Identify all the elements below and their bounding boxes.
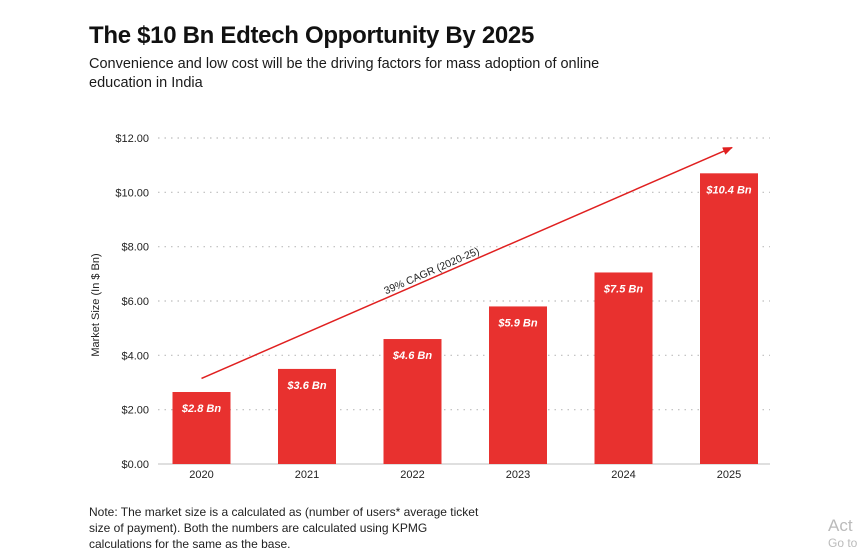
watermark-line-1: Act [828, 516, 853, 535]
cagr-arrow [201, 146, 733, 380]
bar-2021 [278, 368, 336, 464]
bars [172, 173, 758, 465]
bar-data-label: $3.6 Bn [286, 380, 326, 392]
bar-2023 [489, 306, 547, 464]
bar-2022 [383, 339, 442, 464]
bar-data-label: $4.6 Bn [392, 350, 432, 362]
y-tick-label: $2.00 [121, 405, 149, 417]
y-tick-label: $6.00 [121, 296, 149, 308]
x-tick-label: 2023 [506, 469, 530, 481]
bar-data-labels: $2.8 Bn $3.6 Bn $4.6 Bn $5.9 Bn $7.5 Bn $10.4… [181, 184, 752, 415]
watermark-line-2: Go to [828, 536, 858, 550]
chart-subtitle: Convenience and low cost will be the dri… [89, 56, 600, 91]
cagr-annotation: 39% CAGR (2020-25) [382, 245, 481, 297]
y-tick-label: $0.00 [121, 459, 149, 471]
x-axis-ticks: 2020 2021 2022 2023 2024 2025 [189, 469, 741, 481]
bar-data-label: $5.9 Bn [497, 317, 537, 329]
x-tick-label: 2022 [400, 469, 424, 481]
y-tick-label: $12.00 [115, 133, 149, 145]
x-tick-label: 2025 [717, 469, 741, 481]
footnote: Note: The market size is a calculated as… [89, 505, 479, 551]
bar-data-label: $2.8 Bn [181, 403, 221, 415]
x-tick-label: 2024 [611, 469, 635, 481]
x-tick-label: 2021 [295, 469, 319, 481]
x-tick-label: 2020 [189, 469, 213, 481]
y-axis-label: Market Size (In $ Bn) [90, 253, 102, 356]
y-axis-ticks: $0.00 $2.00 $4.00 $6.00 $8.00 $10.00 $12.00 [115, 133, 149, 471]
grid-lines [158, 137, 770, 465]
y-tick-label: $10.00 [115, 187, 149, 199]
y-tick-label: $8.00 [121, 242, 149, 254]
bar-2020 [172, 392, 231, 464]
y-tick-label: $4.00 [121, 350, 149, 362]
bar-data-label: $7.5 Bn [603, 283, 643, 295]
bar-2025 [700, 173, 758, 465]
activation-watermark: Act Go to [828, 516, 857, 550]
chart-title: The $10 Bn Edtech Opportunity By 2025 [89, 22, 535, 49]
bar-data-label: $10.4 Bn [705, 184, 752, 196]
bar-2024 [594, 272, 653, 464]
